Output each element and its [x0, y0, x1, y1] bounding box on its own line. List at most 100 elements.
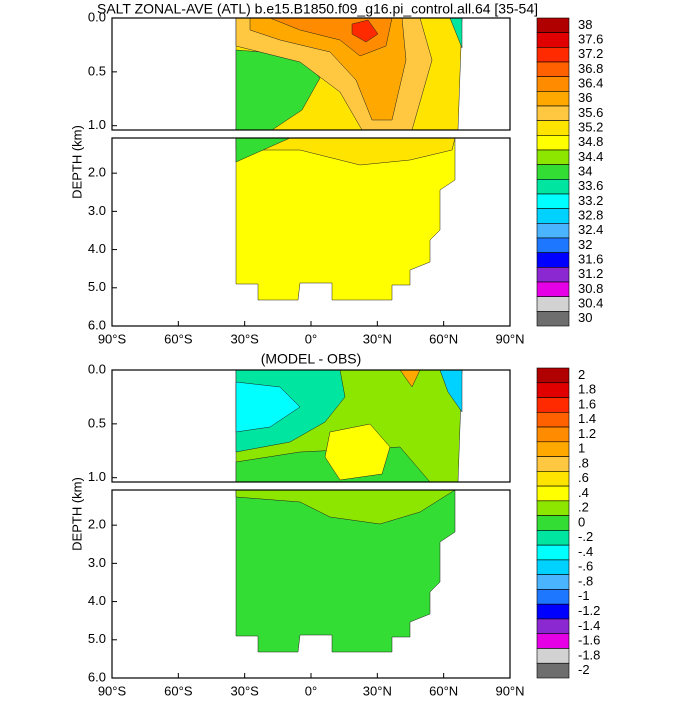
colorbar-label: -1.4 [578, 618, 600, 633]
colorbar-box [536, 382, 570, 398]
colorbar-label: -1.2 [578, 603, 600, 618]
colorbar-label: 2 [578, 367, 585, 382]
x-tick-label: 90°N [495, 683, 524, 698]
colorbar-box [536, 367, 570, 384]
colorbar-label: -.4 [578, 544, 593, 559]
y-tick-label: 5.0 [88, 631, 106, 646]
colorbar-box [536, 47, 570, 63]
y-axis-label: DEPTH (km) [69, 477, 84, 551]
y-tick-label: 1.0 [88, 117, 106, 132]
colorbar-label: .8 [578, 455, 589, 470]
colorbar-label: -.8 [578, 573, 593, 588]
colorbar-label: 33.2 [578, 193, 603, 208]
colorbar-label: 35.2 [578, 119, 603, 134]
colorbar-label: 1.2 [578, 426, 596, 441]
colorbar-box [536, 179, 570, 195]
colorbar-box [536, 120, 570, 136]
y-tick-label: 0.5 [88, 415, 106, 430]
field-shading [235, 18, 463, 301]
colorbar-box [536, 633, 570, 649]
colorbar-box [536, 441, 570, 457]
colorbar-label: -2 [578, 662, 590, 677]
colorbar-label: 37.2 [578, 46, 603, 61]
colorbar-label: 33.6 [578, 178, 603, 193]
colorbar-label: 36.8 [578, 61, 603, 76]
y-tick-label: 6.0 [88, 317, 106, 332]
colorbar-label: 36 [578, 90, 592, 105]
y-tick-label: 3.0 [88, 555, 106, 570]
colorbar-box [536, 648, 570, 664]
x-tick-label: 30°S [230, 331, 259, 346]
x-tick-label: 60°N [429, 683, 458, 698]
colorbar-box [536, 164, 570, 180]
colorbar-label: 30.4 [578, 295, 603, 310]
colorbar-label: 31.2 [578, 266, 603, 281]
x-tick-label: 30°N [363, 331, 392, 346]
colorbar-label: 36.4 [578, 75, 603, 90]
colorbar-label: 38 [578, 17, 592, 32]
colorbar-box [536, 149, 570, 165]
colorbar-box [536, 237, 570, 253]
colorbar-box [536, 61, 570, 77]
colorbar-box [536, 193, 570, 209]
colorbar-box [536, 252, 570, 268]
colorbar-box [536, 662, 570, 679]
colorbar-box [536, 91, 570, 107]
y-tick-label: 5.0 [88, 279, 106, 294]
colorbar-box [536, 311, 570, 327]
colorbar-label: 35.6 [578, 105, 603, 120]
y-tick-label: 3.0 [88, 203, 106, 218]
panel-title: SALT ZONAL-AVE (ATL) b.e15.B1850.f09_g16… [97, 1, 538, 17]
colorbar-box [536, 208, 570, 224]
colorbar-box [536, 76, 570, 92]
colorbar-box [536, 281, 570, 297]
colorbar-label: 34.8 [578, 134, 603, 149]
colorbar-box [536, 411, 570, 428]
colorbar-label: 34.4 [578, 149, 603, 164]
y-tick-label: 6.0 [88, 669, 106, 684]
colorbar-label: -1 [578, 588, 590, 603]
y-tick-label: 0.0 [88, 9, 106, 24]
colorbar-box [536, 105, 570, 121]
x-tick-label: 90°S [98, 331, 127, 346]
colorbar-label: 32.4 [578, 222, 603, 237]
colorbar-box [536, 574, 570, 590]
colorbar-box [536, 485, 570, 502]
panel-title: (MODEL - OBS) [261, 351, 362, 367]
colorbar-label: 32.8 [578, 207, 603, 222]
y-tick-label: 4.0 [88, 241, 106, 256]
colorbar-label: 34 [578, 163, 592, 178]
plot-frame [111, 369, 511, 483]
colorbar-label: 30.8 [578, 281, 603, 296]
colorbar-label: .4 [578, 485, 589, 500]
colorbar-label: 1.4 [578, 411, 596, 426]
x-tick-label: 60°N [429, 331, 458, 346]
colorbar-box [536, 603, 570, 620]
colorbar-label: 30 [578, 310, 592, 325]
x-tick-label: 0° [305, 331, 317, 346]
colorbar-box [536, 559, 570, 575]
y-tick-label: 2.0 [88, 517, 106, 532]
y-tick-label: 4.0 [88, 593, 106, 608]
colorbar-label: 31.6 [578, 251, 603, 266]
y-tick-label: 0.0 [88, 361, 106, 376]
colorbar-label: 1.8 [578, 382, 596, 397]
colorbar-label: .2 [578, 500, 589, 515]
colorbar-box [536, 223, 570, 239]
colorbar-box [536, 530, 570, 546]
colorbar-box [536, 32, 570, 48]
x-tick-label: 60°S [164, 683, 193, 698]
colorbar-label: 32 [578, 237, 592, 252]
x-tick-label: 30°N [363, 683, 392, 698]
y-tick-label: 0.5 [88, 63, 106, 78]
colorbar-label: .6 [578, 470, 589, 485]
y-axis-label: DEPTH (km) [69, 125, 84, 199]
colorbar-box [536, 296, 570, 312]
colorbar-box [536, 515, 570, 531]
y-tick-label: 2.0 [88, 165, 106, 180]
colorbar-box [536, 500, 570, 516]
colorbar-box [536, 544, 570, 561]
x-tick-label: 90°N [495, 331, 524, 346]
colorbar-label: -.6 [578, 559, 593, 574]
colorbar-box [536, 471, 570, 487]
